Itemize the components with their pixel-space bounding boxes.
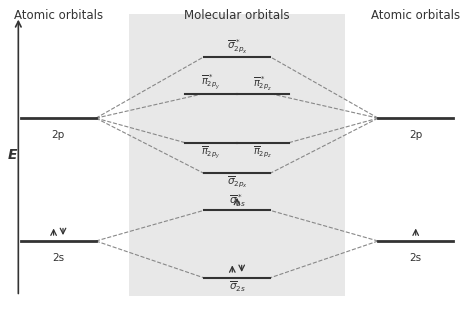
Text: $\overline{\pi}^*_{2p_z}$: $\overline{\pi}^*_{2p_z}$: [253, 74, 273, 92]
Text: 2p: 2p: [409, 131, 422, 140]
Text: E: E: [8, 148, 17, 162]
Text: $\overline{\sigma}^*_{2p_x}$: $\overline{\sigma}^*_{2p_x}$: [227, 37, 247, 55]
Text: 2s: 2s: [410, 253, 422, 263]
FancyBboxPatch shape: [129, 14, 345, 296]
Text: $\overline{\pi}_{2p_y}$: $\overline{\pi}_{2p_y}$: [201, 144, 221, 161]
Text: $\overline{\sigma}^*_{2s}$: $\overline{\sigma}^*_{2s}$: [228, 192, 246, 209]
Text: $\overline{\pi}_{2p_z}$: $\overline{\pi}_{2p_z}$: [253, 144, 273, 160]
Text: Atomic orbitals: Atomic orbitals: [14, 9, 103, 22]
Text: 2p: 2p: [52, 131, 65, 140]
Text: $\overline{\pi}^*_{2p_y}$: $\overline{\pi}^*_{2p_y}$: [201, 73, 221, 92]
Text: $\overline{\sigma}_{2p_x}$: $\overline{\sigma}_{2p_x}$: [227, 175, 247, 190]
Text: 2s: 2s: [52, 253, 64, 263]
Text: $\overline{\sigma}_{2s}$: $\overline{\sigma}_{2s}$: [228, 279, 246, 294]
Text: Molecular orbitals: Molecular orbitals: [184, 9, 290, 22]
Text: Atomic orbitals: Atomic orbitals: [371, 9, 460, 22]
